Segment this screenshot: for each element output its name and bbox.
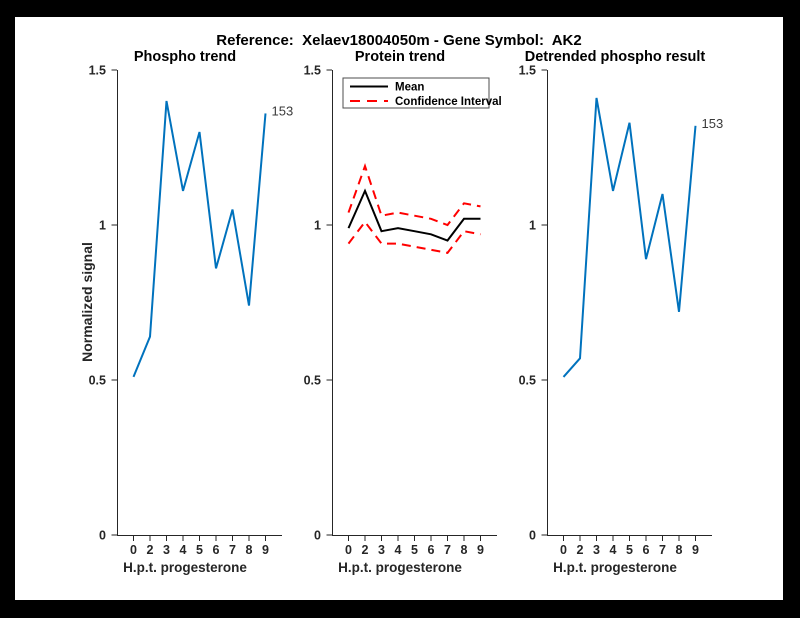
x-axis-label: H.p.t. progesterone: [553, 560, 677, 575]
y-tick-label: 1.5: [89, 64, 106, 78]
endpoint-label: 153: [272, 103, 294, 118]
y-tick-label: 0.5: [89, 374, 106, 388]
x-tick-label: 9: [262, 543, 269, 557]
x-tick-label: 6: [213, 543, 220, 557]
x-axis-label: H.p.t. progesterone: [338, 560, 462, 575]
x-tick-label: 6: [428, 543, 435, 557]
x-tick-label: 7: [229, 543, 236, 557]
x-tick-label: 8: [246, 543, 253, 557]
x-axis-label: H.p.t. progesterone: [123, 560, 247, 575]
x-tick-label: 7: [659, 543, 666, 557]
series-phospho-signal: [132, 100, 267, 378]
series-confidence-interval-upper: [347, 163, 481, 227]
x-tick-label: 4: [395, 543, 402, 557]
axes-lines: [547, 70, 712, 536]
series-detrended-phospho-signal: [562, 97, 697, 378]
x-tick-label: 3: [593, 543, 600, 557]
x-tick-label: 6: [643, 543, 650, 557]
x-tick-label: 8: [676, 543, 683, 557]
x-tick-label: 5: [626, 543, 633, 557]
x-tick-label: 3: [378, 543, 385, 557]
y-tick-label: 0: [99, 529, 106, 543]
y-tick-label: 1: [99, 219, 106, 233]
figure-area: Reference: Xelaev18004050m - Gene Symbol…: [15, 17, 783, 600]
legend-label: Confidence Interval: [395, 96, 502, 108]
axes-lines: [332, 70, 497, 536]
x-tick-label: 0: [345, 543, 352, 557]
subplot-title-protein-trend: Protein trend: [354, 49, 446, 65]
y-tick-label: 0: [529, 529, 536, 543]
subplot-title-detrended-phospho-result: Detrended phospho result: [524, 49, 706, 65]
x-tick-label: 0: [130, 543, 137, 557]
subplot-title-phospho-trend: Phospho trend: [133, 49, 237, 65]
x-tick-label: 2: [577, 543, 584, 557]
y-tick-label: 1.5: [304, 64, 321, 78]
y-tick-label: 0.5: [304, 374, 321, 388]
y-tick-label: 1: [314, 219, 321, 233]
x-tick-label: 3: [163, 543, 170, 557]
y-tick-label: 1.5: [519, 64, 536, 78]
x-tick-label: 4: [180, 543, 187, 557]
figure-suptitle: Reference: Xelaev18004050m - Gene Symbol…: [216, 32, 582, 49]
x-tick-label: 9: [477, 543, 484, 557]
x-tick-label: 5: [411, 543, 418, 557]
endpoint-label: 153: [702, 116, 724, 131]
x-tick-label: 0: [560, 543, 567, 557]
y-tick-label: 0.5: [519, 374, 536, 388]
x-tick-label: 7: [444, 543, 451, 557]
x-tick-label: 2: [147, 543, 154, 557]
legend-label: Mean: [395, 82, 424, 94]
x-tick-label: 8: [461, 543, 468, 557]
x-tick-label: 5: [196, 543, 203, 557]
x-tick-label: 9: [692, 543, 699, 557]
x-tick-label: 4: [610, 543, 617, 557]
legend-box: [342, 77, 490, 109]
y-tick-label: 1: [529, 219, 536, 233]
series-confidence-interval-lower: [347, 220, 481, 254]
y-tick-label: 0: [314, 529, 321, 543]
series-mean: [347, 188, 481, 242]
x-tick-label: 2: [362, 543, 369, 557]
axes-lines: [117, 70, 282, 536]
